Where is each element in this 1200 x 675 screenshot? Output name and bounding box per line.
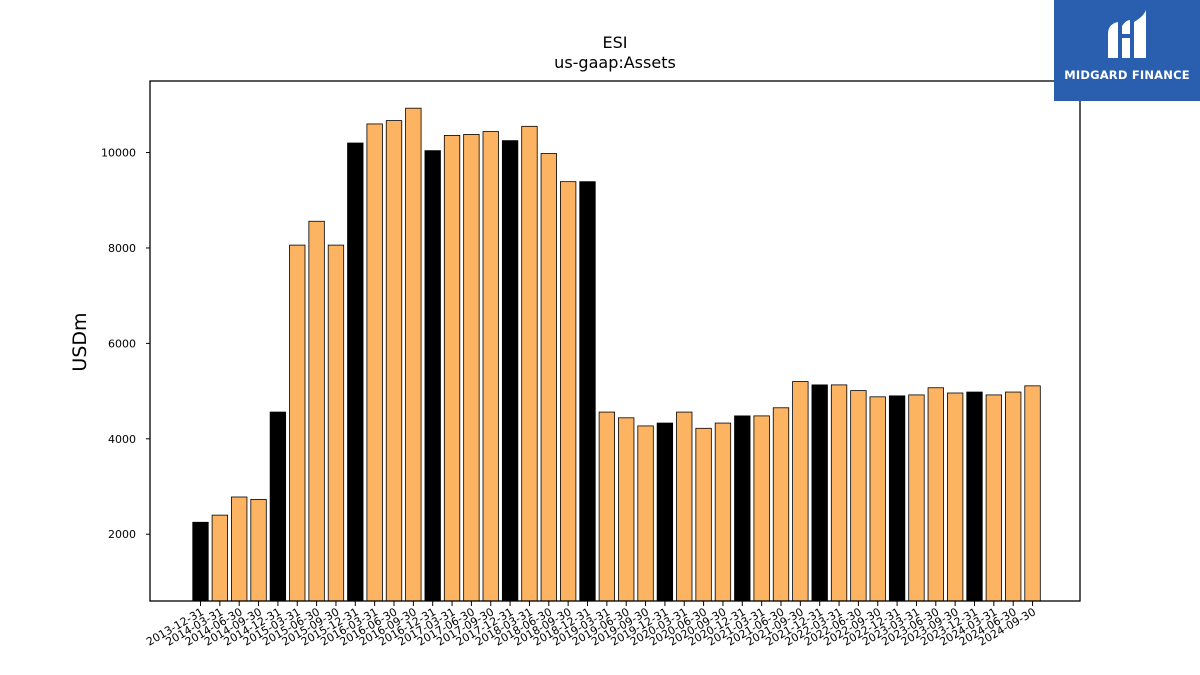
bar-2020-03-31 xyxy=(676,411,693,602)
bar-2024-03-31 xyxy=(985,394,1002,602)
midgard-logo-icon xyxy=(1108,10,1146,58)
bar-2024-06-30 xyxy=(1005,391,1022,602)
bar-2015-03-31 xyxy=(289,244,306,602)
bar-2019-06-30 xyxy=(618,417,635,602)
y-tick-label: 4000 xyxy=(108,433,136,446)
bar-2014-09-30 xyxy=(250,498,267,602)
bar-2016-03-31 xyxy=(366,123,383,602)
bar-2018-03-31 xyxy=(521,125,538,602)
chart-subtitle: us-gaap:Assets xyxy=(554,53,676,72)
y-ticks: 2000 4000 6000 8000 10000 xyxy=(101,147,150,541)
bar-2014-12-31 xyxy=(269,411,287,602)
y-tick-label: 6000 xyxy=(108,337,136,350)
x-ticks: 2013-12-312014-03-312014-06-302014-09-30… xyxy=(144,601,1038,649)
bar-2023-09-30 xyxy=(947,392,964,602)
bar-2016-12-31 xyxy=(424,150,441,602)
bar-2013-12-31 xyxy=(192,521,209,602)
y-tick-label: 8000 xyxy=(108,242,136,255)
bar-2022-12-31 xyxy=(888,395,906,602)
bar-2016-09-30 xyxy=(405,107,422,602)
bar-2017-06-30 xyxy=(463,134,480,602)
brand-name: MIDGARD FINANCE xyxy=(1064,68,1190,82)
bar-2015-06-30 xyxy=(308,220,325,602)
bar-2021-06-30 xyxy=(772,407,790,602)
plot-frame xyxy=(149,80,1081,602)
bar-2016-06-30 xyxy=(385,120,403,602)
bar-2018-09-30 xyxy=(560,181,577,602)
bar-2020-09-30 xyxy=(714,422,732,602)
bar-2018-12-31 xyxy=(579,181,596,602)
y-tick-label: 2000 xyxy=(108,528,136,541)
y-tick-label: 10000 xyxy=(101,147,136,160)
bar-2021-12-31 xyxy=(811,384,828,602)
bar-2022-06-30 xyxy=(850,390,867,602)
bar-2019-09-30 xyxy=(637,425,654,602)
bars-layer xyxy=(192,107,1041,602)
bar-2014-06-30 xyxy=(231,496,248,602)
bar-2020-12-31 xyxy=(734,415,751,602)
bar-2019-12-31 xyxy=(656,422,674,602)
bar-2015-12-31 xyxy=(347,142,364,602)
bar-2020-06-30 xyxy=(695,427,712,602)
bar-2023-06-30 xyxy=(927,387,944,602)
bar-2015-09-30 xyxy=(327,244,345,602)
bar-2017-03-31 xyxy=(443,134,461,602)
bar-2021-03-31 xyxy=(753,415,770,602)
chart-title: ESI xyxy=(603,33,628,52)
bar-2023-03-31 xyxy=(908,394,925,602)
bar-2022-03-31 xyxy=(830,384,848,602)
bar-2023-12-31 xyxy=(966,391,983,602)
bar-2014-03-31 xyxy=(211,514,229,602)
bar-2024-09-30 xyxy=(1024,385,1041,602)
bar-2019-03-31 xyxy=(598,411,615,602)
bar-2022-09-30 xyxy=(869,396,886,602)
bar-2017-12-31 xyxy=(501,140,519,602)
bar-2018-06-30 xyxy=(540,153,557,602)
bar-2021-09-30 xyxy=(792,381,809,602)
y-axis-label: USDm xyxy=(69,312,91,371)
bar-2017-09-30 xyxy=(482,131,499,602)
brand-logo: MIDGARD FINANCE xyxy=(1054,0,1200,101)
